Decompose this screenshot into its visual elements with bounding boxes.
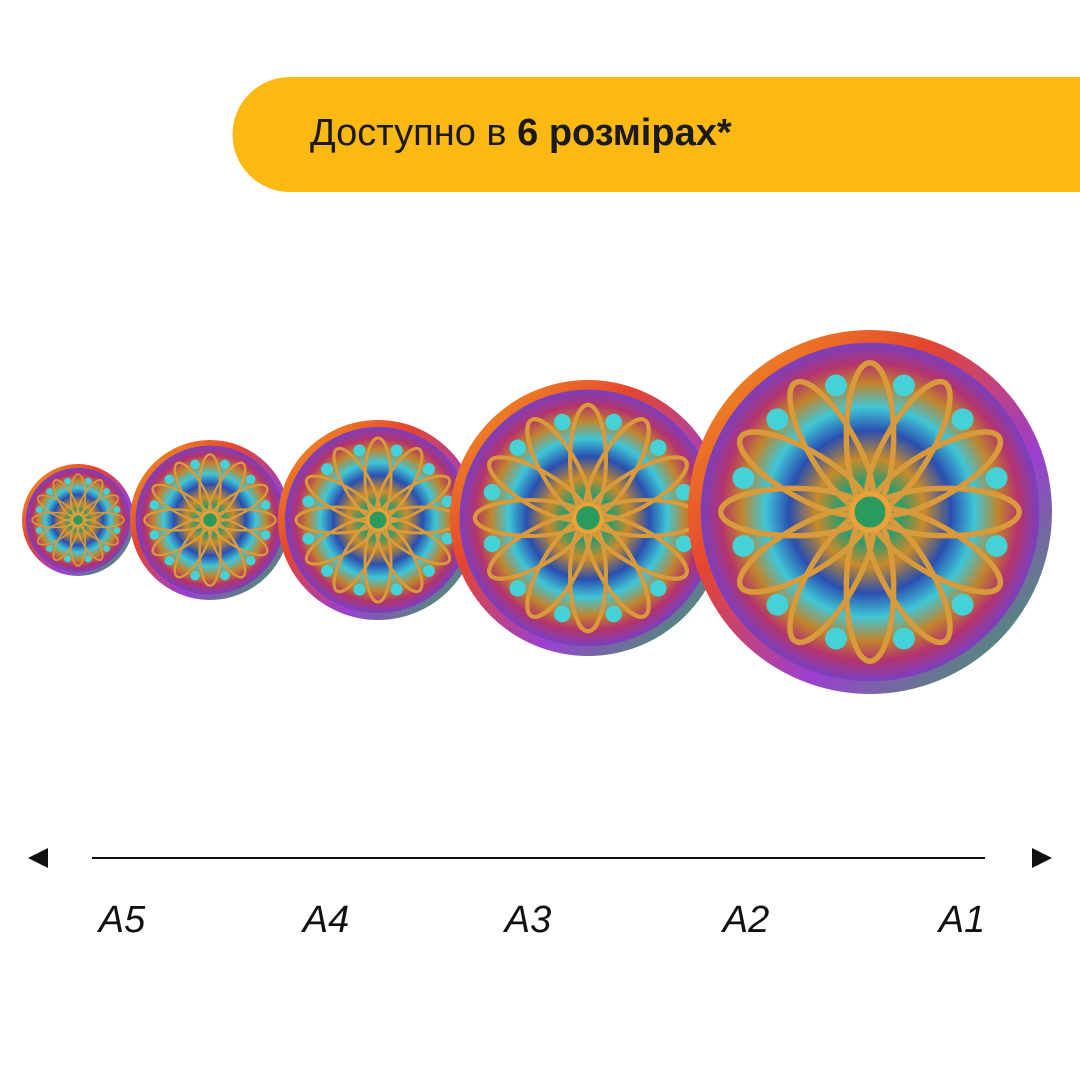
mandala-dot	[675, 535, 693, 552]
mandala	[688, 330, 1052, 694]
mandala	[450, 380, 726, 656]
mandala-dot	[220, 459, 230, 470]
mandala-dot	[732, 467, 755, 490]
mandala-dot	[951, 408, 974, 431]
mandala-center	[366, 508, 390, 532]
mandala-dot	[103, 545, 110, 552]
mandala-dot	[951, 593, 974, 616]
mandala-dot	[441, 495, 454, 508]
size-label: A4	[301, 899, 349, 941]
mandala-dot	[675, 484, 693, 501]
mandala-dot	[190, 459, 200, 470]
mandala	[278, 420, 478, 620]
mandala-dot	[35, 527, 43, 534]
banner-text-bold: 6 розмірах*	[517, 112, 732, 154]
mandala-dot	[85, 477, 92, 485]
size-label: A1	[937, 899, 985, 941]
mandala-dot	[113, 527, 121, 534]
mandala-dot	[825, 374, 848, 397]
mandala-dot	[766, 593, 789, 616]
banner-background	[232, 77, 1080, 192]
mandala-dot	[260, 530, 271, 540]
mandala-dot	[260, 500, 271, 510]
mandala-dot	[353, 583, 366, 596]
mandala-dot	[422, 463, 435, 476]
arrow-left	[28, 848, 48, 868]
mandala-dot	[985, 467, 1008, 490]
mandala-dot	[766, 408, 789, 431]
mandala-dot	[46, 488, 53, 495]
mandala-dot	[164, 555, 175, 566]
size-label: A2	[721, 899, 769, 941]
mandala-dot	[441, 532, 454, 545]
banner-text-regular: Доступно в	[310, 112, 507, 154]
arrow-right	[1032, 848, 1052, 868]
mandala-dot	[321, 564, 334, 577]
mandala-dot	[554, 413, 571, 431]
mandala-dot	[605, 605, 622, 623]
mandala-dot	[732, 534, 755, 557]
mandala-center	[572, 502, 604, 534]
mandala-dot	[302, 532, 315, 545]
mandala	[22, 464, 134, 576]
mandala-dot	[164, 474, 175, 485]
mandala-dot	[605, 413, 622, 431]
mandala-dot	[190, 570, 200, 581]
mandala-dot	[113, 506, 121, 513]
mandala-dot	[390, 444, 403, 457]
mandala-dot	[554, 605, 571, 623]
mandala-dot	[649, 579, 667, 597]
mandala-dot	[483, 535, 501, 552]
mandala-dot	[483, 484, 501, 501]
mandala-dot	[509, 579, 527, 597]
mandala-dot	[85, 555, 92, 563]
mandala-dot	[64, 477, 71, 485]
mandala-dot	[892, 627, 915, 650]
mandala-dot	[321, 463, 334, 476]
mandala-dot	[825, 627, 848, 650]
mandala-dot	[245, 474, 256, 485]
size-labels: A5 A4 A3 A2 A1	[97, 899, 985, 941]
mandala-dot	[149, 500, 160, 510]
mandala-center	[849, 491, 891, 533]
mandala-dot	[353, 444, 366, 457]
mandala-center	[71, 513, 85, 527]
mandala-group	[22, 330, 1052, 694]
size-label: A3	[503, 899, 551, 941]
banner-text: Доступно в 6 розмірах*	[310, 112, 732, 154]
mandala-dot	[220, 570, 230, 581]
mandala-dot	[35, 506, 43, 513]
mandala-dot	[509, 439, 527, 457]
mandala-dot	[390, 583, 403, 596]
mandala-dot	[985, 534, 1008, 557]
mandala-dot	[649, 439, 667, 457]
size-label: A5	[97, 899, 146, 941]
mandala-center	[200, 510, 220, 530]
mandala-dot	[302, 495, 315, 508]
mandala-dot	[422, 564, 435, 577]
mandala-dot	[149, 530, 160, 540]
mandala	[130, 440, 290, 600]
mandala-dot	[245, 555, 256, 566]
mandala-dot	[892, 374, 915, 397]
mandala-dot	[46, 545, 53, 552]
mandala-dot	[64, 555, 71, 563]
mandala-dot	[103, 488, 110, 495]
